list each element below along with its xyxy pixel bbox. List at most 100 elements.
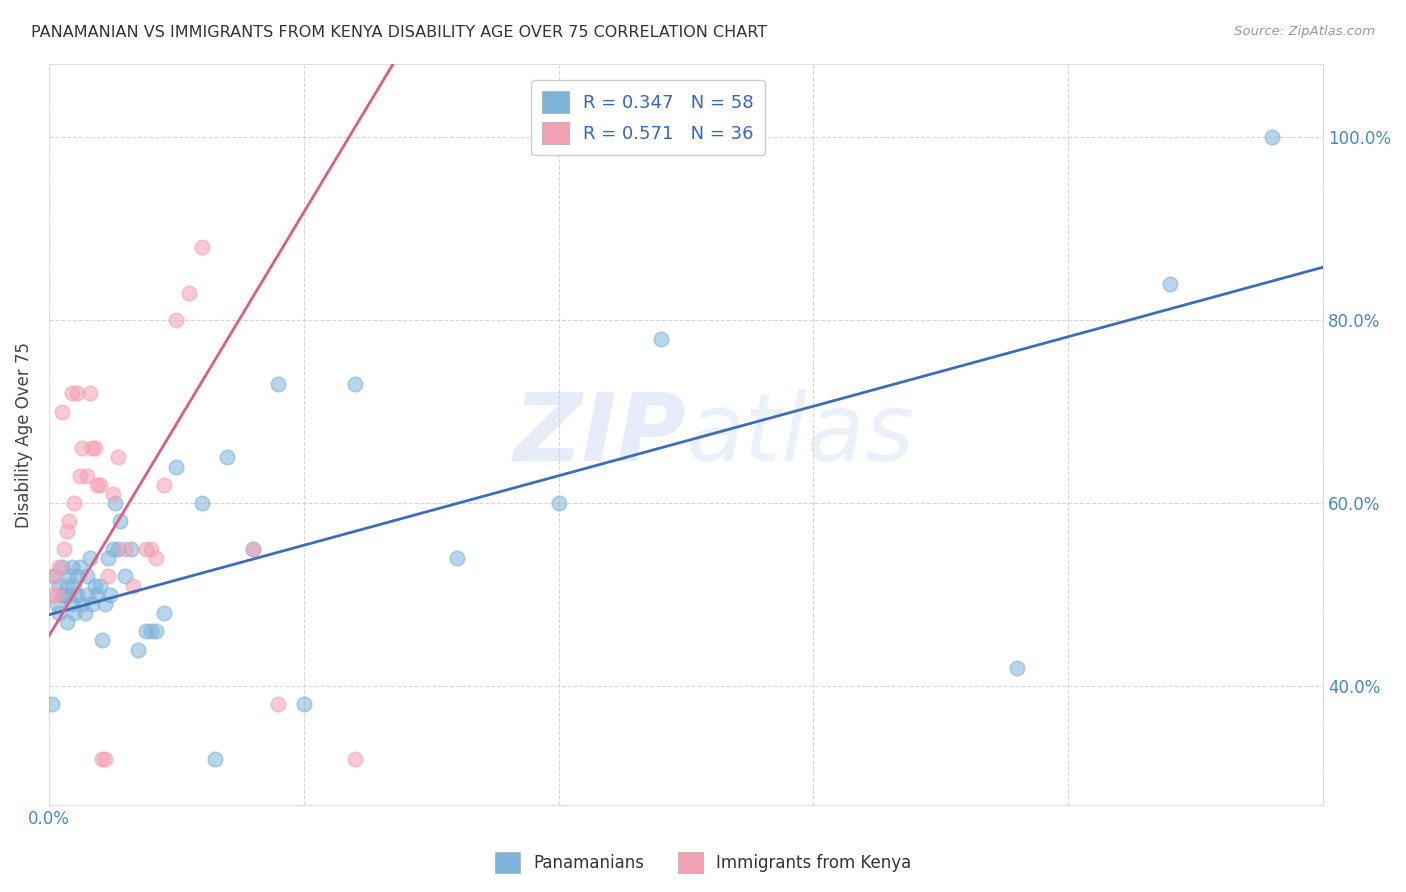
Legend: Panamanians, Immigrants from Kenya: Panamanians, Immigrants from Kenya bbox=[488, 846, 918, 880]
Point bbox=[120, 541, 142, 556]
Point bbox=[127, 642, 149, 657]
Point bbox=[70, 597, 93, 611]
Point bbox=[110, 515, 132, 529]
Point bbox=[60, 597, 83, 611]
Point bbox=[165, 313, 187, 327]
Point bbox=[267, 377, 290, 392]
Point bbox=[48, 578, 70, 592]
Point bbox=[191, 496, 214, 510]
Point bbox=[152, 478, 174, 492]
Point bbox=[76, 588, 98, 602]
Y-axis label: Disability Age Over 75: Disability Age Over 75 bbox=[15, 342, 32, 527]
Point bbox=[165, 459, 187, 474]
Point bbox=[82, 442, 104, 456]
Text: Source: ZipAtlas.com: Source: ZipAtlas.com bbox=[1234, 25, 1375, 38]
Point bbox=[343, 377, 366, 392]
Point bbox=[48, 560, 70, 574]
Point bbox=[89, 578, 111, 592]
Point bbox=[1261, 130, 1284, 145]
Point bbox=[63, 496, 86, 510]
Point bbox=[139, 541, 162, 556]
Point bbox=[135, 541, 157, 556]
Point bbox=[63, 606, 86, 620]
Point bbox=[101, 487, 124, 501]
Point bbox=[56, 578, 79, 592]
Point bbox=[45, 588, 67, 602]
Point bbox=[58, 588, 80, 602]
Point bbox=[41, 698, 63, 712]
Point bbox=[58, 515, 80, 529]
Point bbox=[86, 588, 108, 602]
Point bbox=[217, 450, 239, 465]
Point bbox=[51, 588, 73, 602]
Point bbox=[45, 597, 67, 611]
Point bbox=[242, 541, 264, 556]
Point bbox=[94, 752, 117, 766]
Text: ZIP: ZIP bbox=[513, 389, 686, 481]
Point bbox=[179, 285, 201, 300]
Point bbox=[76, 569, 98, 583]
Point bbox=[56, 524, 79, 538]
Point bbox=[73, 606, 96, 620]
Point bbox=[114, 569, 136, 583]
Point bbox=[97, 569, 120, 583]
Point bbox=[66, 588, 89, 602]
Point bbox=[122, 578, 145, 592]
Point bbox=[53, 588, 76, 602]
Point bbox=[343, 752, 366, 766]
Point bbox=[135, 624, 157, 639]
Point bbox=[42, 569, 65, 583]
Point bbox=[98, 588, 121, 602]
Point bbox=[446, 551, 468, 566]
Point bbox=[145, 551, 167, 566]
Point bbox=[79, 386, 101, 401]
Point bbox=[107, 450, 129, 465]
Point bbox=[69, 560, 91, 574]
Point bbox=[267, 698, 290, 712]
Point bbox=[69, 468, 91, 483]
Point bbox=[60, 386, 83, 401]
Point bbox=[48, 606, 70, 620]
Point bbox=[82, 597, 104, 611]
Point bbox=[91, 633, 114, 648]
Point bbox=[86, 478, 108, 492]
Point bbox=[292, 698, 315, 712]
Point bbox=[242, 541, 264, 556]
Point bbox=[83, 578, 105, 592]
Point bbox=[89, 478, 111, 492]
Point bbox=[547, 496, 569, 510]
Point bbox=[53, 541, 76, 556]
Point bbox=[107, 541, 129, 556]
Point bbox=[60, 560, 83, 574]
Text: atlas: atlas bbox=[686, 389, 914, 480]
Point bbox=[650, 331, 672, 345]
Legend: R = 0.347   N = 58, R = 0.571   N = 36: R = 0.347 N = 58, R = 0.571 N = 36 bbox=[531, 80, 765, 155]
Point bbox=[91, 752, 114, 766]
Point bbox=[725, 139, 748, 153]
Point bbox=[79, 551, 101, 566]
Point bbox=[76, 468, 98, 483]
Point bbox=[114, 541, 136, 556]
Point bbox=[70, 442, 93, 456]
Point bbox=[1159, 277, 1181, 291]
Point bbox=[63, 578, 86, 592]
Point bbox=[66, 569, 89, 583]
Point bbox=[51, 560, 73, 574]
Point bbox=[66, 386, 89, 401]
Point bbox=[83, 442, 105, 456]
Point bbox=[56, 615, 79, 629]
Point bbox=[97, 551, 120, 566]
Point bbox=[58, 569, 80, 583]
Point bbox=[104, 496, 127, 510]
Point bbox=[51, 405, 73, 419]
Point bbox=[191, 240, 214, 254]
Point bbox=[1007, 661, 1029, 675]
Point bbox=[139, 624, 162, 639]
Point bbox=[204, 752, 226, 766]
Point bbox=[145, 624, 167, 639]
Point bbox=[101, 541, 124, 556]
Point bbox=[94, 597, 117, 611]
Point bbox=[152, 606, 174, 620]
Point bbox=[42, 569, 65, 583]
Point bbox=[41, 588, 63, 602]
